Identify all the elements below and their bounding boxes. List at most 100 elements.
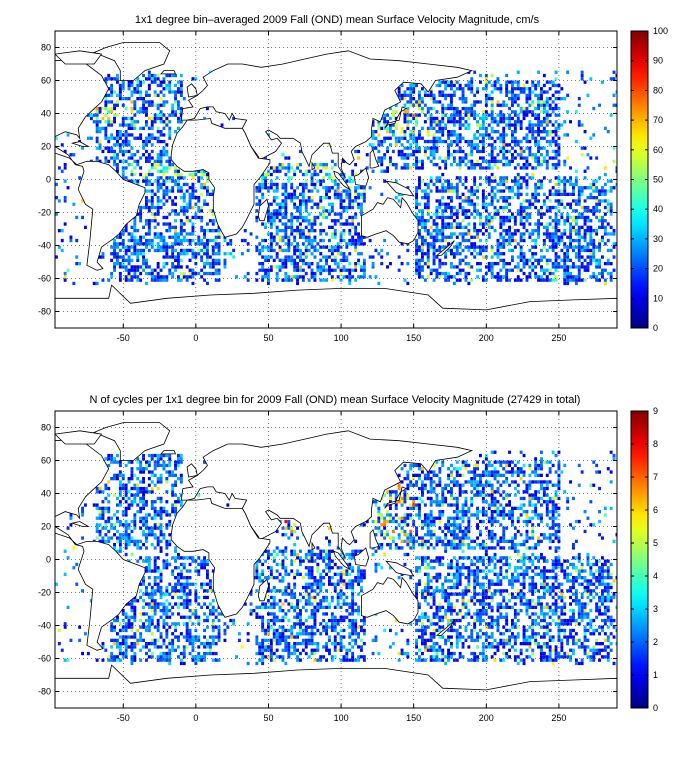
bin-cell [145, 219, 148, 223]
bin-cell [63, 658, 67, 662]
bin-cell [461, 90, 465, 94]
bin-cell [545, 90, 549, 94]
bin-cell [557, 229, 561, 233]
bin-cell [110, 252, 114, 256]
bin-cell [214, 229, 218, 233]
bin-cell [563, 189, 567, 193]
bin-cell [467, 271, 471, 276]
bin-cell [127, 271, 131, 276]
bin-cell [197, 235, 201, 239]
bin-cell [206, 106, 209, 111]
bin-cell [272, 238, 276, 243]
bin-cell [403, 130, 407, 134]
bin-cell [136, 77, 140, 81]
bin-cell [293, 258, 297, 262]
bin-cell [444, 209, 448, 213]
bin-cell [511, 232, 514, 236]
bin-cell [116, 77, 119, 81]
bin-cell [528, 97, 532, 101]
bin-cell [493, 192, 497, 196]
bin-cell [423, 113, 427, 117]
bin-cell [208, 579, 212, 583]
bin-cell [101, 149, 105, 154]
bin-cell [403, 153, 407, 157]
bin-cell [383, 113, 387, 117]
bin-cell [171, 572, 175, 576]
bin-cell [447, 156, 450, 160]
bin-cell [121, 536, 125, 540]
bin-cell [243, 229, 247, 233]
bin-cell [142, 225, 145, 229]
bin-cell [432, 255, 436, 259]
bin-cell [301, 199, 305, 203]
bin-cell [444, 123, 448, 127]
bin-cell [145, 467, 148, 471]
bin-cell [130, 661, 134, 666]
bin-cell [296, 232, 299, 236]
bin-cell [362, 192, 366, 196]
bin-cell [444, 97, 448, 101]
bin-cell [159, 500, 163, 504]
bin-cell [438, 275, 442, 279]
bin-cell [455, 242, 459, 246]
bin-cell [258, 559, 262, 563]
colorbar-tick-label: 80 [653, 85, 663, 95]
bin-cell [182, 252, 186, 256]
bin-cell [127, 232, 131, 236]
bin-cell [121, 159, 125, 163]
bin-cell [484, 100, 488, 104]
bin-cell [522, 232, 526, 236]
bin-cell [281, 199, 285, 203]
bin-cell [171, 235, 175, 239]
bin-cell [522, 149, 526, 154]
bin-cell [345, 258, 349, 262]
bin-cell [124, 229, 128, 233]
bin-cell [162, 275, 166, 279]
bin-cell [130, 172, 134, 177]
bin-cell [133, 248, 137, 253]
bin-cell [139, 235, 143, 239]
bin-cell [609, 113, 613, 117]
bin-cell [447, 186, 450, 190]
bin-cell [441, 103, 445, 107]
bin-cell [540, 265, 543, 269]
bin-cell [435, 232, 439, 236]
bin-cell [487, 80, 491, 84]
x-tick-label: 100 [334, 333, 349, 343]
bin-cell [464, 215, 468, 220]
bin-cell [139, 172, 143, 177]
bin-cell [513, 245, 517, 249]
bin-cell [583, 238, 587, 243]
bin-cell [406, 113, 410, 117]
bin-cell [336, 219, 340, 223]
bin-cell [211, 238, 215, 243]
bin-cell [147, 116, 151, 121]
bin-cell [255, 245, 259, 249]
bin-cell [284, 265, 288, 269]
bin-cell [153, 625, 157, 629]
bin-cell [418, 93, 421, 97]
bin-cell [203, 262, 206, 266]
bin-cell [348, 176, 352, 180]
bin-cell [130, 536, 134, 540]
bin-cell [534, 229, 538, 233]
bin-cell [139, 219, 143, 223]
bin-cell [165, 123, 169, 127]
bin-cell [441, 139, 445, 144]
bin-cell [304, 255, 308, 259]
bin-cell [348, 199, 352, 203]
bin-cell [508, 235, 511, 239]
bin-cell [362, 262, 366, 266]
bin-cell [534, 258, 538, 262]
bin-cell [333, 222, 337, 226]
bin-cell [360, 275, 363, 279]
bin-cell [153, 73, 157, 78]
bin-cell [185, 232, 189, 236]
bin-cell [432, 235, 436, 239]
bin-cell [598, 215, 601, 220]
bin-cell [304, 179, 308, 183]
bin-cell [493, 139, 497, 144]
bin-cell [130, 552, 134, 557]
bin-cell [496, 80, 500, 84]
bin-cell [121, 609, 125, 613]
